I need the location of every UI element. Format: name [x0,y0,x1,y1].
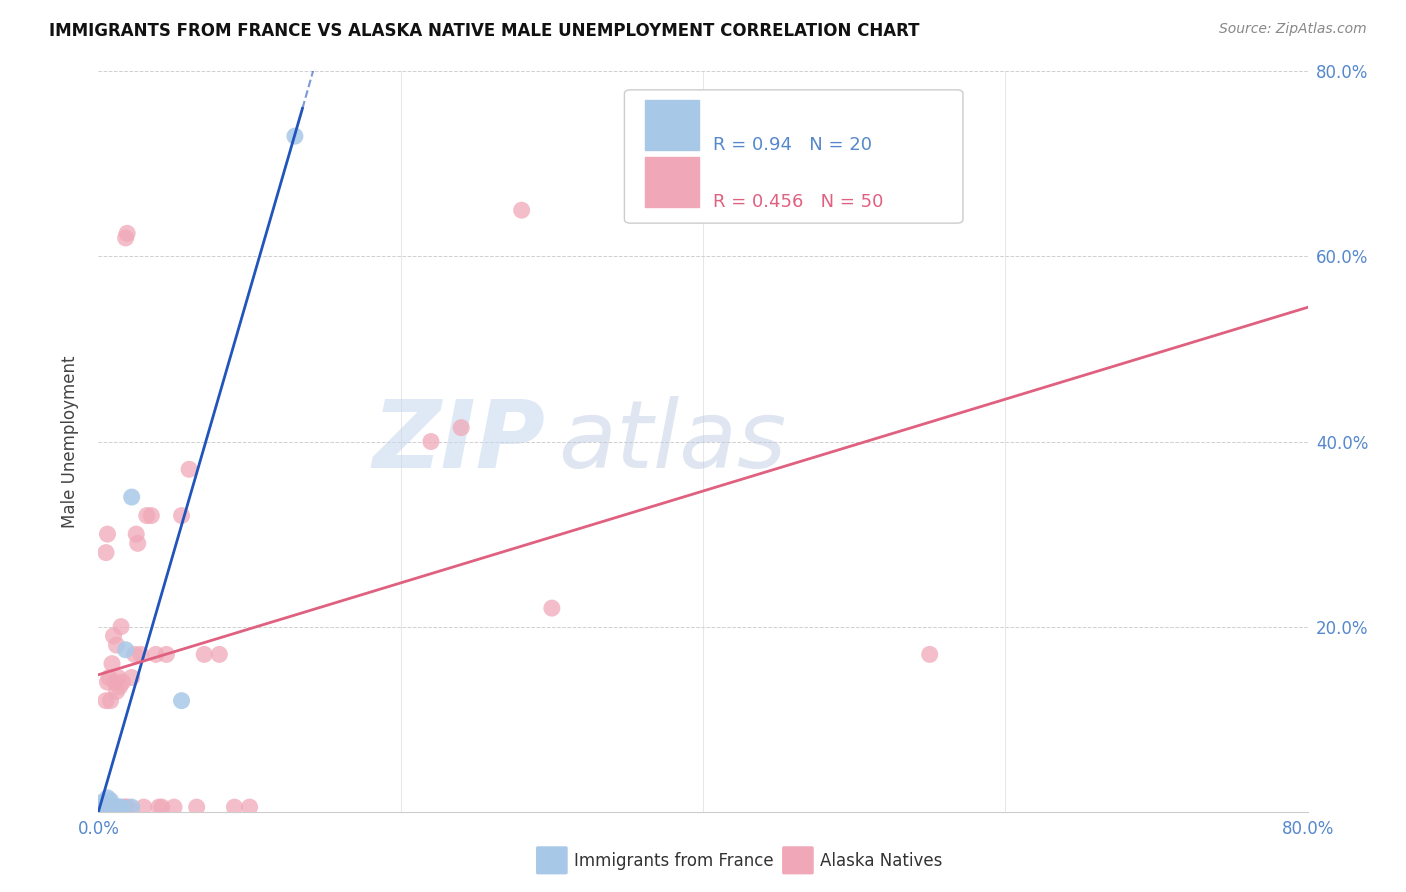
Point [108,800,131,814]
FancyBboxPatch shape [624,90,963,223]
Point [118,800,141,814]
Point [105,638,128,652]
Point [93,800,115,814]
Point [100,694,122,708]
Text: ZIP: ZIP [373,395,546,488]
Point [104,800,127,814]
Point [186,800,208,814]
Point [98,800,121,814]
Point [96,527,118,541]
Text: Source: ZipAtlas.com: Source: ZipAtlas.com [1219,22,1367,37]
Point [89,800,111,814]
Point [101,800,124,814]
Point [127,536,149,550]
Point [96,790,118,805]
FancyBboxPatch shape [536,847,568,874]
Point [108,680,131,694]
Point [125,527,148,541]
Point [94,694,117,708]
Point [115,227,138,241]
Y-axis label: Male Unemployment: Male Unemployment [60,355,79,528]
Point [193,648,215,662]
Point [510,203,533,218]
Point [284,129,307,144]
Point [94,800,117,814]
Point [94,545,117,560]
Text: R = 0.456   N = 50: R = 0.456 N = 50 [713,193,883,211]
Point [107,800,129,814]
Point [224,800,246,814]
Point [150,800,173,814]
Point [114,642,136,657]
Point [450,420,472,434]
Point [170,508,193,523]
Point [129,648,152,662]
Point [90,800,112,814]
Point [101,657,124,671]
Point [103,629,125,643]
Text: IMMIGRANTS FROM FRANCE VS ALASKA NATIVE MALE UNEMPLOYMENT CORRELATION CHART: IMMIGRANTS FROM FRANCE VS ALASKA NATIVE … [49,22,920,40]
Text: atlas: atlas [558,396,786,487]
Point [100,794,122,808]
Point [163,800,186,814]
Point [104,675,127,690]
Point [107,671,129,685]
Point [135,508,157,523]
Text: Immigrants from France: Immigrants from France [574,852,773,870]
Point [121,800,143,814]
Text: Alaska Natives: Alaska Natives [820,852,942,870]
Point [90,796,112,810]
Point [208,648,231,662]
FancyBboxPatch shape [782,847,814,874]
Text: R = 0.94   N = 20: R = 0.94 N = 20 [713,136,872,154]
Point [540,601,562,615]
Point [105,684,128,698]
Point [96,675,118,690]
Point [103,800,125,814]
Point [918,648,941,662]
Point [114,231,136,245]
Point [148,800,170,814]
Point [89,800,111,814]
Point [93,797,115,812]
Point [112,800,135,814]
Point [179,462,201,476]
Point [91,800,114,814]
Bar [645,100,699,150]
Point [110,800,132,814]
Bar [645,156,699,207]
Point [141,508,163,523]
Point [124,648,146,662]
Point [239,800,262,814]
Point [91,800,114,814]
Point [420,434,443,449]
Point [103,800,125,814]
Point [155,648,177,662]
Point [132,800,155,814]
Point [145,648,167,662]
Point [98,671,121,685]
Point [121,671,143,685]
Point [121,490,143,504]
Point [111,675,134,690]
Point [114,800,136,814]
Point [170,694,193,708]
Point [105,800,128,814]
Point [110,619,132,633]
